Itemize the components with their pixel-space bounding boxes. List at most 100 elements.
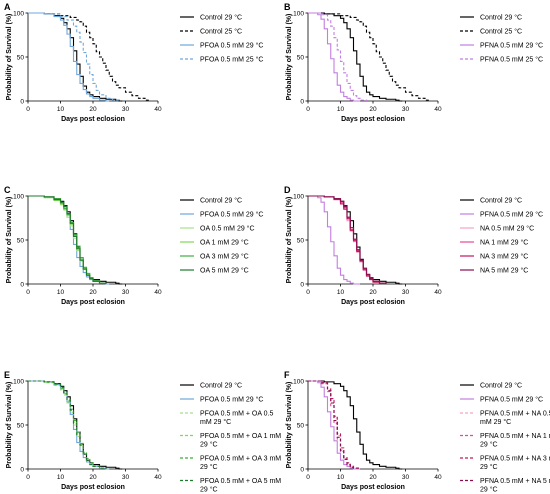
series-line [308,195,360,285]
legend-entry: Control 29 °C [200,382,242,390]
legend-entry: OA 3 mM 29 °C [200,253,249,261]
x-tick-label: 10 [57,474,65,481]
y-tick-label: 0 [20,98,24,105]
series-line [308,12,368,101]
x-tick-label: 20 [89,474,97,481]
x-tick-label: 30 [122,289,130,296]
x-tick-label: 20 [369,474,377,481]
legend-entry: OA 0.5 mM 29 °C [200,225,255,233]
x-tick-label: 0 [306,106,310,113]
panel-label: B [284,2,291,12]
legend-entry: NA 5 mM 29 °C [480,267,528,275]
y-tick-label: 100 [13,378,24,385]
x-tick-label: 0 [26,289,30,296]
x-tick-label: 10 [337,106,345,113]
panel-label: C [4,185,11,195]
x-tick-label: 30 [402,289,410,296]
y-axis-label: Probability of Survival (%) [286,197,293,284]
panel-label: A [4,2,11,12]
x-axis-label: Days post eclosion [341,299,405,306]
x-axis-label: Days post eclosion [341,484,405,491]
legend-entry: PFOA 0.5 mM + OA 1 mM 29 °C [200,433,281,449]
x-tick-label: 40 [154,289,162,296]
series-line [308,380,403,470]
x-tick-label: 20 [89,289,97,296]
x-tick-label: 40 [434,106,442,113]
series-line [308,12,429,101]
x-axis-label: Days post eclosion [61,484,125,491]
panel-A: A 0 10 20 30 40 0 50 100 Days post eclosion Probab… [4,2,264,123]
x-axis-label: Days post eclosion [61,116,125,123]
series-line [28,12,120,101]
y-tick-label: 50 [17,237,25,244]
panel-label: E [4,370,10,380]
legend-entry: OA 5 mM 29 °C [200,267,249,275]
y-axis-label: Probability of Survival (%) [286,14,293,101]
series-line [28,12,110,102]
legend-entry: PFOA 0.5 mM 25 °C [200,56,264,64]
series-line [28,195,107,284]
x-tick-label: 30 [122,106,130,113]
legend-entry: NA 0.5 mM 29 °C [480,225,534,233]
y-axis-label: Probability of Survival (%) [286,382,293,469]
legend-entry: NA 3 mM 29 °C [480,253,528,261]
series-line [308,12,403,102]
series-line [308,380,361,469]
y-tick-label: 0 [20,466,24,473]
y-tick-label: 100 [13,193,24,200]
legend-entry: OA 1 mM 29 °C [200,239,249,247]
y-axis-label: Probability of Survival (%) [6,382,13,469]
series-line [28,195,110,285]
legend-entry: Control 29 °C [480,197,522,205]
legend-entry: PFOA 0.5 mM 29 °C [200,396,264,404]
x-tick-label: 0 [26,106,30,113]
series-line [308,380,360,470]
x-axis-label: Days post eclosion [61,299,125,306]
legend-entry: Control 29 °C [200,197,242,205]
legend-entry: Control 29 °C [200,14,242,22]
y-tick-label: 0 [300,98,304,105]
series-line [308,380,361,469]
panel-C: C 0 10 20 30 40 0 50 100 Days post eclosion Probab… [4,185,264,306]
series-line [308,12,360,102]
y-tick-label: 0 [20,281,24,288]
y-tick-label: 50 [17,422,25,429]
series-line [28,380,107,469]
panel-label: F [284,370,290,380]
x-axis-label: Days post eclosion [341,116,405,123]
x-tick-label: 40 [434,474,442,481]
x-tick-label: 10 [57,289,65,296]
y-axis-label: Probability of Survival (%) [6,14,13,101]
y-tick-label: 50 [297,422,305,429]
x-tick-label: 0 [26,474,30,481]
legend-entry: PFNA 0.5 mM 29 °C [480,211,543,219]
y-tick-label: 0 [300,466,304,473]
x-tick-label: 0 [306,289,310,296]
legend-entry: Control 29 °C [480,382,522,390]
series-line [28,12,149,101]
x-tick-label: 10 [337,289,345,296]
legend-entry: PFNA 0.5 mM 25 °C [480,56,543,64]
y-tick-label: 50 [297,237,305,244]
y-tick-label: 100 [293,193,304,200]
series-line [308,380,361,469]
legend-entry: PFOA 0.5 mM + OA 0.5 mM 29 °C [200,411,273,427]
x-tick-label: 40 [154,106,162,113]
panel-D: D 0 10 20 30 40 0 50 100 Days post eclosion Probab… [284,185,543,306]
series-line [28,380,110,470]
panel-F: F 0 10 20 30 40 0 50 100 Days post eclosion Probab… [284,370,550,494]
legend-entry: PFOA 0.5 mM 29 °C [200,211,264,219]
legend-entry: NA 1 mM 29 °C [480,239,528,247]
legend-entry: Control 25 °C [200,28,242,36]
x-tick-label: 20 [369,289,377,296]
series-line [28,195,123,285]
x-tick-label: 10 [57,106,65,113]
y-tick-label: 50 [297,54,305,61]
legend-entry: PFOA 0.5 mM + OA 3 mM 29 °C [200,456,281,472]
x-tick-label: 30 [122,474,130,481]
y-tick-label: 0 [300,281,304,288]
